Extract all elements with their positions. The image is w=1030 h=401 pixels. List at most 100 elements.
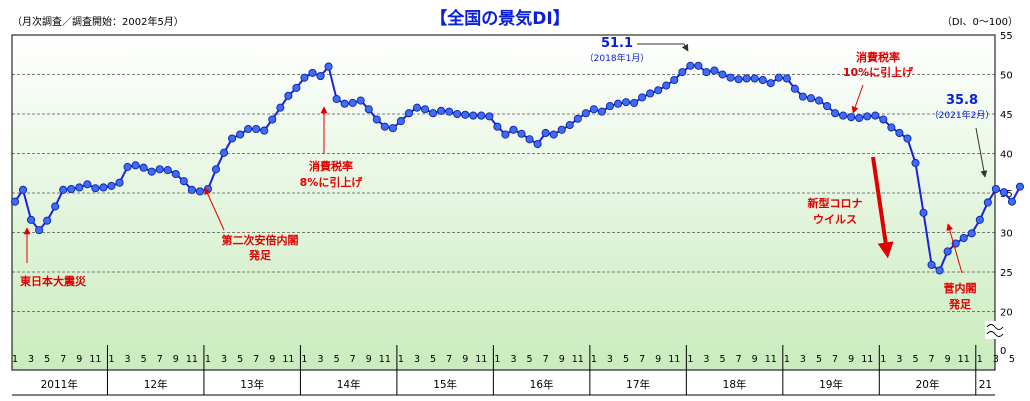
month-tick-label: 1 — [205, 354, 211, 365]
svg-text:（2021年2月）: （2021年2月） — [930, 109, 995, 121]
year-label: 2011年 — [41, 378, 78, 391]
data-point — [710, 66, 719, 75]
month-tick-label: 7 — [157, 354, 163, 365]
month-tick-label: 11 — [475, 354, 487, 365]
month-tick-label: 9 — [945, 354, 951, 365]
data-point — [919, 208, 928, 217]
data-point — [147, 167, 156, 176]
year-label: 16年 — [530, 378, 554, 391]
svg-text:8%に引上げ: 8%に引上げ — [300, 175, 364, 189]
data-point — [155, 165, 164, 174]
svg-text:発足: 発足 — [948, 297, 972, 311]
data-point — [27, 215, 36, 224]
data-point — [847, 113, 856, 122]
year-label: 12年 — [144, 378, 168, 391]
data-point — [107, 181, 116, 190]
y-tick-label: 0 — [1000, 346, 1006, 357]
svg-text:ウイルス: ウイルス — [813, 213, 857, 226]
data-point — [316, 72, 325, 81]
data-point — [766, 79, 775, 88]
data-point — [935, 266, 944, 275]
annotation-earthquake: 東日本大震災 — [20, 227, 87, 288]
data-point — [983, 198, 992, 207]
data-point — [646, 89, 655, 98]
data-point — [879, 115, 888, 124]
data-point — [806, 94, 816, 103]
data-point — [573, 114, 582, 123]
data-point — [581, 109, 590, 118]
data-point — [356, 96, 365, 105]
data-point — [814, 96, 824, 105]
month-tick-label: 3 — [317, 354, 323, 365]
month-tick-label: 1 — [880, 354, 886, 365]
data-point — [211, 165, 221, 174]
month-tick-label: 9 — [559, 354, 565, 365]
data-point — [967, 229, 976, 238]
data-point — [750, 74, 759, 83]
data-point — [372, 115, 381, 124]
month-tick-label: 11 — [186, 354, 198, 365]
month-tick-label: 11 — [958, 354, 970, 365]
svg-text:51.1: 51.1 — [601, 36, 633, 51]
data-point — [300, 73, 309, 82]
month-tick-label: 7 — [832, 354, 838, 365]
data-point — [589, 105, 598, 114]
data-point — [790, 84, 799, 93]
svg-text:消費税率: 消費税率 — [309, 159, 353, 173]
data-point — [678, 68, 687, 77]
svg-text:第二次安倍内閣: 第二次安倍内閣 — [222, 233, 299, 247]
data-point — [67, 184, 76, 194]
month-tick-label: 9 — [462, 354, 468, 365]
y-tick-label: 50 — [1000, 71, 1013, 82]
axis-break-icon — [985, 321, 1005, 339]
month-tick-label: 1 — [398, 354, 404, 365]
month-tick-label: 5 — [719, 354, 725, 365]
month-tick-label: 7 — [543, 354, 549, 365]
year-label: 14年 — [337, 378, 361, 391]
data-point — [284, 91, 293, 100]
data-point — [308, 68, 317, 77]
data-point — [396, 117, 405, 126]
data-point — [276, 103, 285, 112]
year-label: 19年 — [819, 378, 843, 391]
callout-peak: 51.1 （2018年1月） — [585, 36, 689, 64]
data-point — [774, 73, 783, 82]
data-point — [412, 103, 422, 112]
data-point — [742, 74, 751, 83]
data-point — [597, 107, 606, 116]
data-point — [533, 139, 542, 149]
month-tick-label: 5 — [44, 354, 50, 365]
data-point — [927, 260, 936, 269]
month-tick-label: 1 — [12, 354, 18, 365]
data-point — [991, 184, 1000, 194]
data-point — [943, 247, 952, 256]
data-point — [871, 111, 880, 120]
x-axis: 1 3 5 7 9 11 1 3 5 7 9 11 1 3 5 7 9 11 1 3 5 7 9 11 1 3 5 7 9 11 1 3 5 7 9… — [12, 345, 1015, 396]
month-tick-label: 11 — [282, 354, 294, 365]
data-point — [348, 98, 357, 107]
data-point — [236, 130, 245, 139]
annotation-suga-cabinet: 菅内閣 発足 — [944, 223, 977, 311]
month-tick-label: 7 — [929, 354, 935, 365]
y-tick-label: 25 — [1000, 268, 1013, 279]
data-point — [123, 162, 132, 171]
month-tick-label: 9 — [269, 354, 275, 365]
year-label: 21 — [979, 379, 992, 391]
data-point — [187, 185, 196, 194]
data-point — [525, 135, 534, 144]
y-tick-label: 45 — [1000, 110, 1013, 121]
data-point — [959, 233, 968, 243]
data-point — [782, 74, 791, 83]
month-tick-label: 7 — [350, 354, 356, 365]
annotation-covid: 新型コロナ ウイルス — [808, 156, 894, 259]
data-point — [260, 126, 269, 135]
data-point — [613, 99, 623, 108]
svg-text:発足: 発足 — [248, 248, 272, 262]
data-point — [477, 111, 486, 120]
y-tick-label: 20 — [1000, 308, 1013, 319]
svg-text:10%に引上げ: 10%に引上げ — [843, 65, 914, 79]
svg-text:35.8: 35.8 — [946, 93, 978, 108]
data-point — [654, 86, 663, 95]
data-point — [975, 215, 984, 224]
